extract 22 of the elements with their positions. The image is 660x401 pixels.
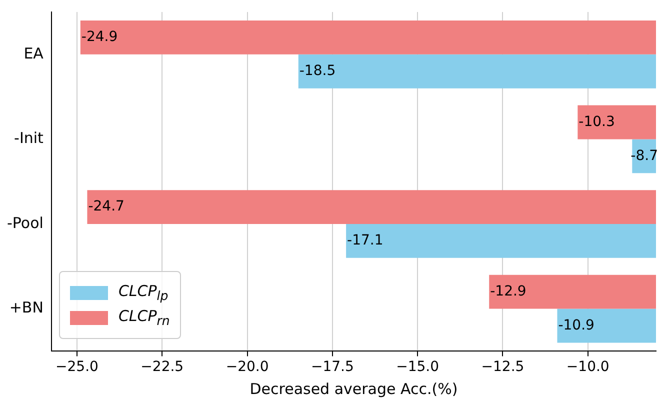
data-label: -24.9 — [81, 29, 118, 46]
x-tick-label: −15.0 — [396, 359, 440, 376]
data-label: -12.9 — [490, 283, 526, 300]
x-tick-label: −25.0 — [56, 359, 98, 376]
y-tick-label: -Pool — [6, 214, 44, 232]
y-tick-label: EA — [24, 44, 44, 62]
data-label: -18.5 — [299, 63, 336, 79]
data-label: -10.3 — [578, 114, 615, 130]
legend-label: CLCP$_{lp}$ — [118, 282, 168, 304]
data-label: -17.1 — [347, 232, 384, 249]
x-tick-label: −20.0 — [226, 359, 269, 376]
x-tick-label: −22.5 — [140, 359, 184, 376]
y-tick-label: -Init — [14, 129, 44, 148]
x-tick-label: −17.5 — [310, 359, 354, 376]
x-tick-label: −10.0 — [566, 359, 610, 376]
legend-label: CLCP$_{rn}$ — [118, 307, 170, 328]
x-axis-title: Decreased average Acc.(%) — [250, 380, 458, 398]
x-tick-label: −12.5 — [481, 359, 524, 376]
y-tick-label: +BN — [9, 298, 44, 317]
data-label: -10.9 — [558, 317, 594, 334]
data-label: -24.7 — [88, 198, 124, 215]
data-label: -8.7 — [630, 148, 658, 164]
